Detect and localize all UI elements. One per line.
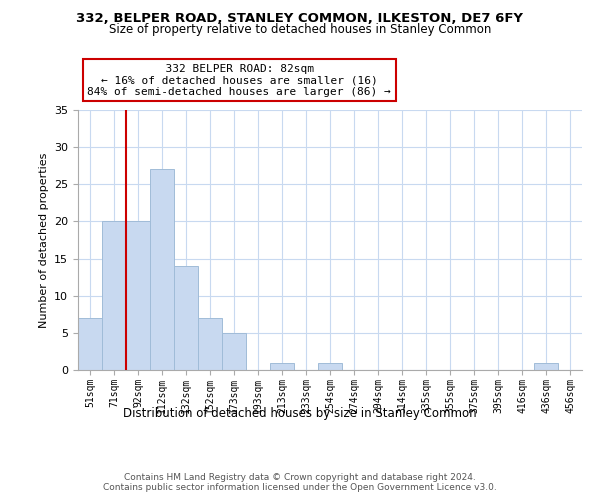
Text: Contains public sector information licensed under the Open Government Licence v3: Contains public sector information licen…	[103, 484, 497, 492]
Y-axis label: Number of detached properties: Number of detached properties	[38, 152, 49, 328]
Bar	[318, 362, 342, 370]
Text: Contains HM Land Registry data © Crown copyright and database right 2024.: Contains HM Land Registry data © Crown c…	[124, 472, 476, 482]
Bar	[78, 318, 102, 370]
Bar	[102, 222, 126, 370]
Bar	[150, 170, 174, 370]
Text: 332 BELPER ROAD: 82sqm  
← 16% of detached houses are smaller (16)
84% of semi-d: 332 BELPER ROAD: 82sqm ← 16% of detached…	[88, 64, 391, 97]
Bar	[126, 222, 150, 370]
Text: Distribution of detached houses by size in Stanley Common: Distribution of detached houses by size …	[123, 408, 477, 420]
Bar	[534, 362, 558, 370]
Bar	[174, 266, 198, 370]
Bar	[198, 318, 222, 370]
Bar	[270, 362, 294, 370]
Text: 332, BELPER ROAD, STANLEY COMMON, ILKESTON, DE7 6FY: 332, BELPER ROAD, STANLEY COMMON, ILKEST…	[77, 12, 523, 26]
Bar	[222, 333, 246, 370]
Text: Size of property relative to detached houses in Stanley Common: Size of property relative to detached ho…	[109, 22, 491, 36]
